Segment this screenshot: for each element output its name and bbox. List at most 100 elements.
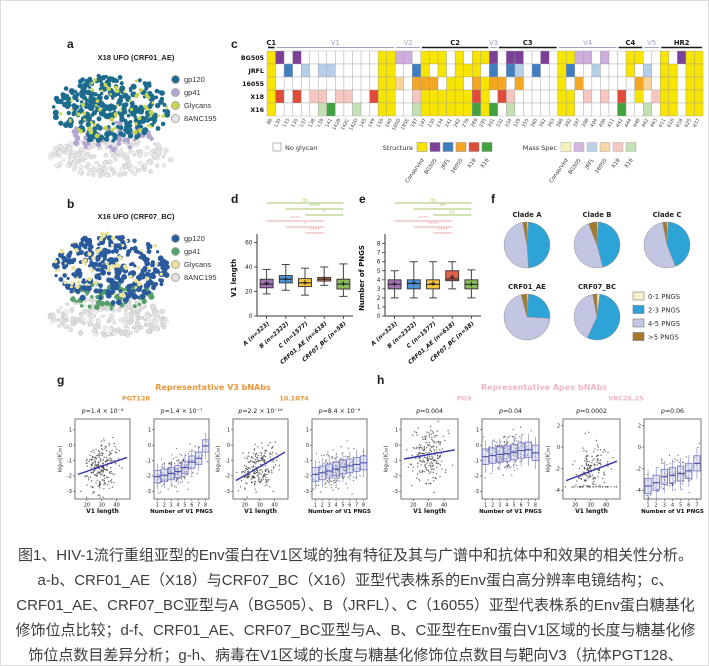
legend-label: gp120 <box>184 75 205 84</box>
svg-text:1: 1 <box>69 428 72 434</box>
svg-text:30: 30 <box>257 503 263 509</box>
legend-item: gp41 <box>171 245 217 258</box>
svg-text:334: 334 <box>504 118 514 129</box>
panel-a-em-structure <box>48 73 174 179</box>
svg-text:130: 130 <box>273 118 283 129</box>
svg-text:20: 20 <box>410 503 416 509</box>
svg-text:241: 241 <box>444 118 454 129</box>
svg-text:142D: 142D <box>348 117 359 131</box>
legend-label: Glycans <box>184 101 212 110</box>
svg-text:-3: -3 <box>146 489 151 495</box>
svg-text:463: 463 <box>649 118 659 129</box>
svg-text:Number of V1 PNGS: Number of V1 PNGS <box>308 509 371 515</box>
svg-text:-2: -2 <box>474 474 479 480</box>
svg-text:Structure: Structure <box>383 144 413 152</box>
legend-item: Glycans <box>171 258 217 271</box>
svg-text:-1: -1 <box>146 458 151 464</box>
svg-text:BG505: BG505 <box>424 158 439 176</box>
svg-text:4: 4 <box>505 503 508 509</box>
svg-text:149: 149 <box>367 118 377 129</box>
svg-text:618: 618 <box>675 118 685 129</box>
legend-item: gp41 <box>171 86 217 99</box>
svg-text:301: 301 <box>487 118 497 129</box>
svg-text:442: 442 <box>615 118 625 129</box>
svg-text:C1: C1 <box>266 39 276 47</box>
legend-label: gp41 <box>184 247 201 256</box>
svg-text:ns: ns <box>430 198 436 204</box>
svg-text:6: 6 <box>520 503 523 509</box>
svg-text:Representative Apex bNAbs: Representative Apex bNAbs <box>481 383 607 392</box>
svg-text:Number of V1 PNGS: Number of V1 PNGS <box>479 509 542 515</box>
svg-text:-2: -2 <box>146 474 151 480</box>
svg-text:7: 7 <box>695 503 698 509</box>
svg-text:V1: V1 <box>331 39 340 47</box>
svg-text:1: 1 <box>647 503 650 509</box>
svg-text:142C: 142C <box>340 117 351 131</box>
svg-text:-3: -3 <box>225 489 230 495</box>
svg-text:p=0.0002: p=0.0002 <box>575 408 607 415</box>
svg-text:355: 355 <box>521 118 531 129</box>
svg-text:5: 5 <box>513 503 516 509</box>
svg-text:1: 1 <box>227 428 230 434</box>
svg-text:-3: -3 <box>474 489 479 495</box>
svg-text:C2: C2 <box>450 39 460 47</box>
svg-text:133: 133 <box>282 118 292 129</box>
svg-text:p=1.4 × 10⁻⁷: p=1.4 × 10⁻⁷ <box>160 408 203 415</box>
svg-text:V3: V3 <box>489 39 498 47</box>
panel-a-label: a <box>67 37 74 51</box>
svg-text:448: 448 <box>632 118 642 129</box>
svg-text:40: 40 <box>245 265 253 271</box>
svg-text:0: 0 <box>476 443 479 449</box>
legend-item: gp120 <box>171 232 217 245</box>
svg-text:****: **** <box>428 222 439 228</box>
svg-text:1: 1 <box>395 428 398 434</box>
svg-text:Number of V1 PNGS: Number of V1 PNGS <box>641 509 704 515</box>
svg-text:3: 3 <box>663 503 666 509</box>
svg-text:289: 289 <box>470 118 480 129</box>
svg-text:BG505: BG505 <box>568 158 583 176</box>
svg-text:1: 1 <box>476 428 479 434</box>
svg-text:392: 392 <box>564 118 574 129</box>
panel-h-label: h <box>377 373 385 387</box>
svg-text:****: **** <box>309 228 320 234</box>
svg-text:No glycan: No glycan <box>285 144 317 152</box>
svg-text:*: * <box>304 222 307 228</box>
legend-item: Glycans <box>171 99 217 112</box>
legend-color-dot <box>171 273 180 282</box>
svg-text:156: 156 <box>376 118 386 129</box>
svg-text:339: 339 <box>512 118 522 129</box>
panel-b-label: b <box>67 197 75 211</box>
svg-text:-3: -3 <box>393 489 398 495</box>
panel-a-structure-legend: gp120 gp41 Glycans 8ANC195 <box>171 73 217 125</box>
svg-text:462: 462 <box>641 118 651 129</box>
svg-text:Number of PNGS: Number of PNGS <box>358 245 366 311</box>
svg-text:ns: ns <box>302 198 308 204</box>
svg-text:log₁₀(IC₅₀): log₁₀(IC₅₀) <box>546 446 552 473</box>
svg-text:0-1 PNGS: 0-1 PNGS <box>648 293 680 301</box>
svg-text:40: 40 <box>271 503 277 509</box>
svg-text:1: 1 <box>156 503 159 509</box>
legend-label: gp41 <box>184 88 201 97</box>
svg-text:5: 5 <box>341 503 344 509</box>
svg-text:20: 20 <box>245 289 253 295</box>
svg-text:8: 8 <box>534 503 537 509</box>
svg-text:JRFL: JRFL <box>584 158 596 172</box>
svg-text:262: 262 <box>453 118 463 129</box>
figure-caption: 图1、HIV-1流行重组亚型的Env蛋白在V1区域的独有特征及其与广谱中和抗体中… <box>15 547 696 664</box>
svg-text:-2: -2 <box>636 467 641 473</box>
svg-text:0: 0 <box>377 314 381 320</box>
svg-text:30: 30 <box>426 503 432 509</box>
legend-color-dot <box>171 75 180 84</box>
svg-text:141: 141 <box>324 118 334 129</box>
svg-text:5: 5 <box>377 269 381 275</box>
svg-text:X16: X16 <box>624 157 635 169</box>
svg-text:V1 length: V1 length <box>86 508 119 515</box>
svg-text:637: 637 <box>692 118 702 129</box>
legend-color-dot <box>171 247 180 256</box>
legend-color-dot <box>171 234 180 243</box>
svg-text:Clade B: Clade B <box>583 211 612 219</box>
svg-text:8: 8 <box>377 242 381 248</box>
svg-text:Conserved: Conserved <box>549 158 570 185</box>
svg-text:386: 386 <box>555 118 565 129</box>
